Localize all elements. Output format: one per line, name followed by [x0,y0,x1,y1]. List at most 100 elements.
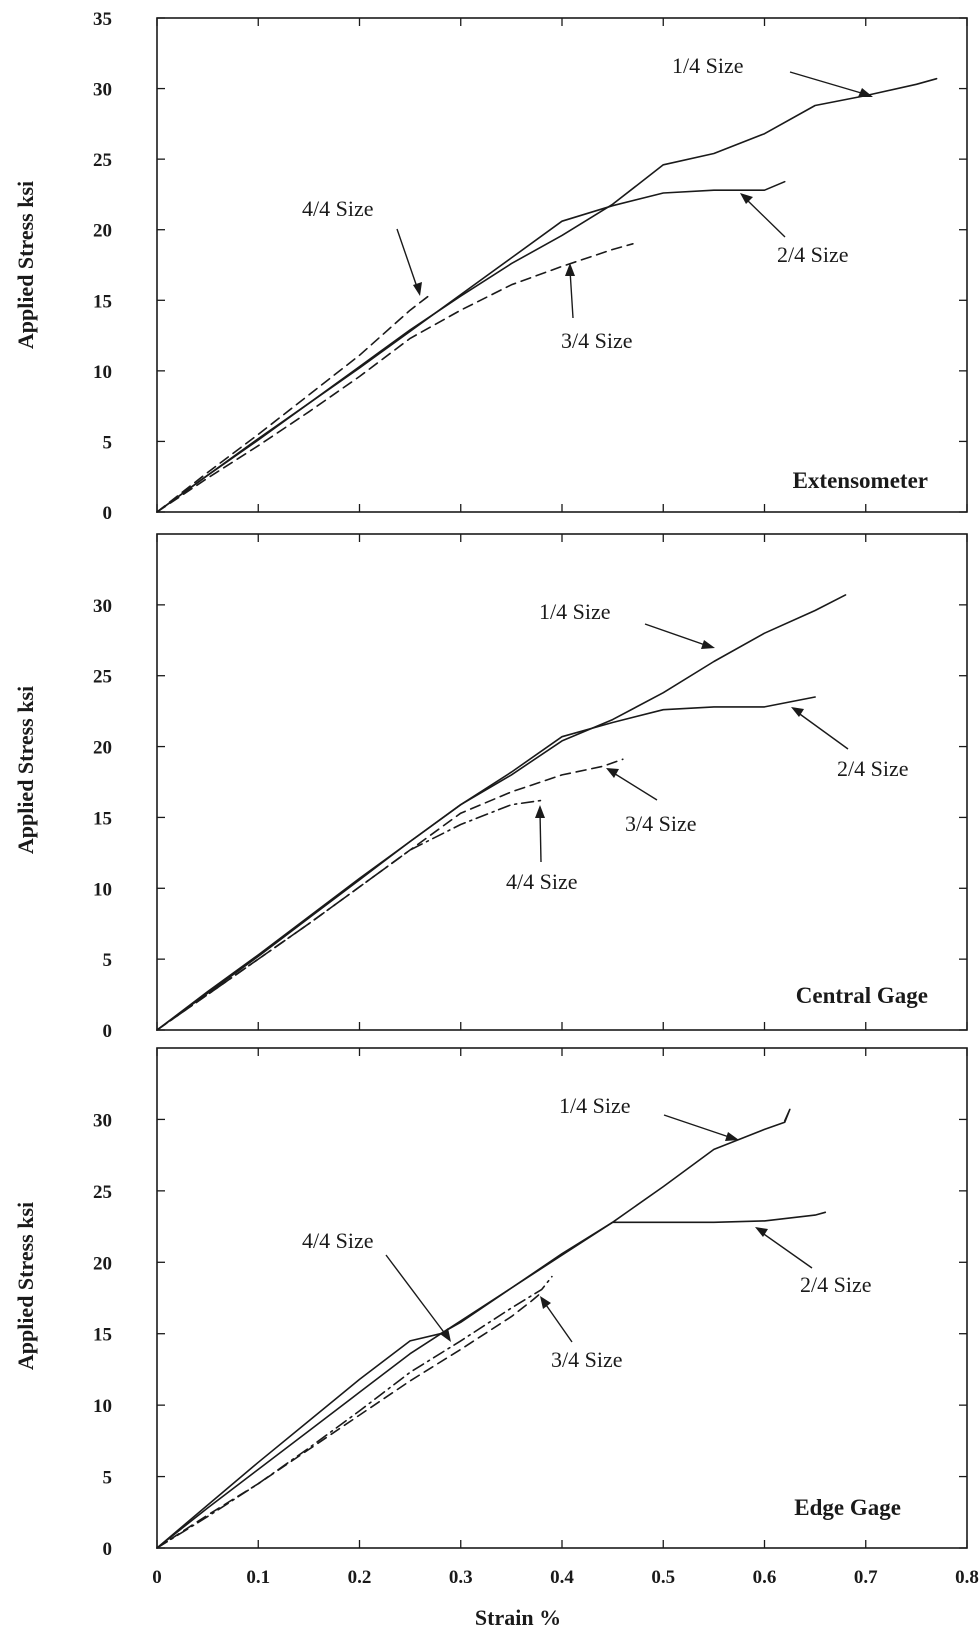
y-tick-label: 5 [103,432,113,453]
series-lines [156,1108,827,1549]
x-tick-label: 0.6 [753,1567,777,1588]
y-tick-label: 35 [93,9,112,30]
label-1-4-size: 1/4 Size [559,1093,631,1118]
panel-title: Edge Gage [794,1495,901,1520]
label-3-4-size: 3/4 Size [561,328,633,353]
y-tick-label: 0 [103,1021,113,1042]
y-tick-label: 30 [93,1110,112,1131]
y-tick-label: 15 [93,808,112,829]
arrow-2-4-size [796,711,849,750]
label-2-4-size: 2/4 Size [777,242,849,267]
arrowhead-1-4-size [701,640,715,649]
series-2-4-sizeline [156,1211,827,1549]
y-tick-label: 0 [103,503,113,524]
arrowhead-1-4-size [858,88,873,97]
arrowhead-3-4-size [565,263,575,276]
panel-edge-gage: Applied Stress ksi Edge Gage 0 5 10 15 20 25 3… [13,1047,968,1560]
arrow-3-4-size [611,771,658,801]
series-annotations: 1/4 Size 2/4 Size 3/4 Size 4/4 Size [506,599,909,894]
y-tick-label: 10 [93,362,112,383]
series-2-4-sizeline [156,180,786,513]
y-ticks: 0 5 10 15 20 25 30 [93,596,967,1042]
arrow-1-4-size [663,1114,733,1139]
y-tick-label: 25 [93,1182,112,1203]
y-tick-label: 0 [103,1539,113,1560]
label-4-4-size: 4/4 Size [302,196,374,221]
y-tick-label: 20 [93,1253,112,1274]
y-tick-label: 30 [93,596,112,617]
y-tick-label: 10 [93,1396,112,1417]
series-1-4-sizeline [156,1108,791,1549]
arrowhead-2-4-size [791,707,804,717]
y-tick-label: 5 [103,1468,113,1489]
series-4-4-sizeline [156,1275,553,1549]
label-3-4-size: 3/4 Size [625,811,697,836]
label-3-4-size: 3/4 Size [551,1347,623,1372]
series-annotations: 1/4 Size 2/4 Size 3/4 Size 4/4 Size [302,1093,872,1372]
x-axis: 0 0.1 0.2 0.3 0.4 0.5 0.6 0.7 0.8 Strain % [152,1567,979,1630]
series-3-4-sizeline [156,1291,543,1549]
y-tick-label: 25 [93,150,112,171]
y-tick-label: 10 [93,879,112,900]
label-2-4-size: 2/4 Size [837,756,909,781]
y-tick-label: 30 [93,80,112,101]
y-ticks: 0 5 10 15 20 25 30 35 [93,9,967,524]
y-tick-label: 20 [93,738,112,759]
series-4-4-sizeline [156,293,432,513]
arrow-4-4-size [396,228,419,291]
arrow-1-4-size [644,623,709,647]
panel-central-gage: Applied Stress ksi Central Gage 0 5 10 15 20… [13,533,968,1042]
x-ticks [156,534,968,1030]
x-ticks [156,18,968,512]
arrow-3-4-size [569,269,574,319]
arrowhead-4-4-size [413,282,422,296]
arrow-1-4-size [789,71,869,96]
panel-title: Central Gage [796,983,928,1008]
y-axis-title: Applied Stress ksi [13,181,38,349]
label-4-4-size: 4/4 Size [506,869,578,894]
y-tick-label: 15 [93,291,112,312]
y-tick-label: 25 [93,667,112,688]
y-tick-label: 20 [93,221,112,242]
series-annotations: 1/4 Size 2/4 Size 3/4 Size 4/4 Size [302,53,873,353]
y-axis-title: Applied Stress ksi [13,1202,38,1370]
series-lines [156,77,938,513]
label-1-4-size: 1/4 Size [672,53,744,78]
x-ticks [156,1048,968,1548]
x-tick-label: 0.1 [246,1567,270,1588]
x-tick-label: 0.5 [651,1567,675,1588]
panel-title: Extensometer [793,468,928,493]
arrow-4-4-size [385,1254,447,1336]
y-tick-label: 15 [93,1325,112,1346]
x-tick-label: 0.8 [955,1567,979,1588]
arrowhead-2-4-size [740,193,753,204]
plot-frame [156,1047,968,1549]
x-tick-label: 0.2 [348,1567,372,1588]
series-4-4-sizeline [156,799,543,1031]
series-3-4-sizeline [156,243,634,513]
y-tick-label: 5 [103,950,113,971]
label-2-4-size: 2/4 Size [800,1272,872,1297]
label-1-4-size: 1/4 Size [539,599,611,624]
series-3-4-sizeline [156,758,624,1031]
series-1-4-sizeline [156,594,847,1031]
panel-extensometer: Applied Stress ksi Extensometer 0 5 10 15 20… [13,9,968,524]
arrowhead-3-4-size [606,768,619,778]
x-tick-label: 0.7 [854,1567,878,1588]
arrowhead-4-4-size [440,1328,451,1342]
y-ticks: 0 5 10 15 20 25 30 [93,1110,967,1560]
x-axis-title: Strain % [475,1605,561,1630]
y-axis-title: Applied Stress ksi [13,686,38,854]
label-4-4-size: 4/4 Size [302,1228,374,1253]
x-tick-labels: 0 0.1 0.2 0.3 0.4 0.5 0.6 0.7 0.8 [152,1567,979,1588]
arrowhead-2-4-size [755,1227,768,1237]
arrow-2-4-size [744,197,786,238]
x-tick-label: 0.3 [449,1567,473,1588]
x-tick-label: 0 [152,1567,162,1588]
arrow-4-4-size [539,811,542,863]
x-tick-label: 0.4 [550,1567,574,1588]
series-2-4-sizeline [156,696,816,1031]
series-lines [156,594,847,1031]
series-1-4-sizeline [156,77,938,513]
